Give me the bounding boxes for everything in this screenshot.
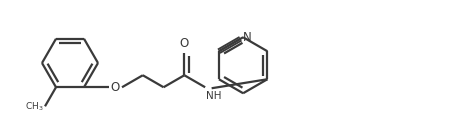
Text: O: O (179, 37, 189, 50)
Text: NH: NH (206, 91, 221, 101)
Text: CH$_3$: CH$_3$ (25, 100, 44, 113)
Text: N: N (242, 31, 251, 44)
Text: O: O (110, 81, 119, 94)
